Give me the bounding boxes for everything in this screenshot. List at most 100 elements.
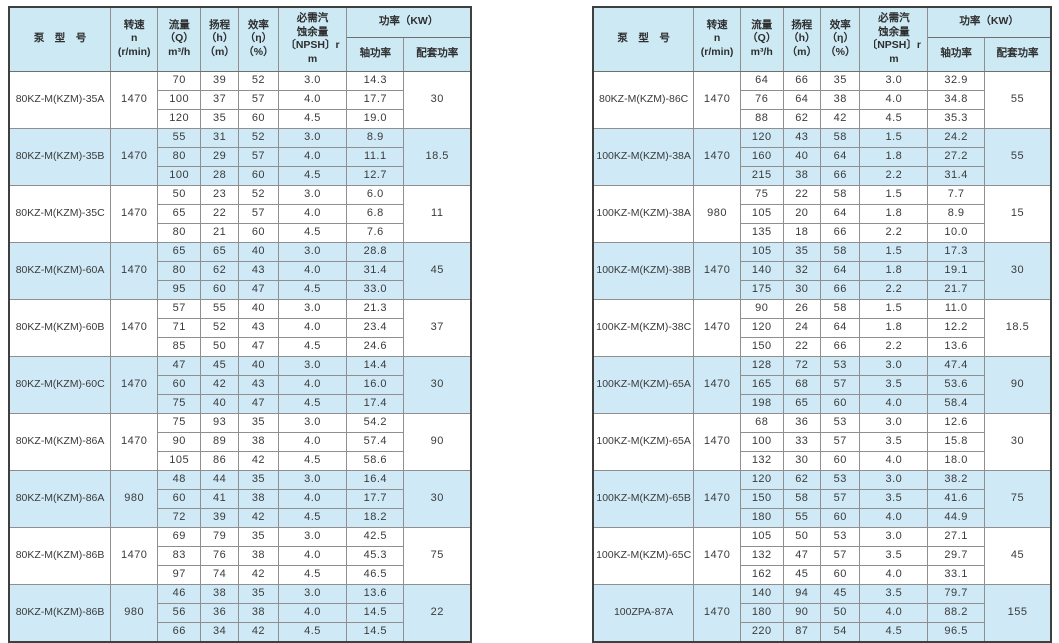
efficiency-cell: 57 — [238, 203, 279, 224]
shaft-power-cell: 8.9 — [346, 127, 405, 148]
model-cell: 80KZ-M(KZM)-60C — [8, 355, 112, 414]
efficiency-cell: 47 — [238, 393, 279, 414]
head-cell: 89 — [200, 431, 240, 452]
efficiency-cell: 52 — [238, 184, 279, 205]
header-cell-matched-power: 配套功率 — [403, 36, 472, 72]
shaft-power-cell: 54.2 — [346, 412, 405, 433]
shaft-power-cell: 31.4 — [346, 260, 405, 281]
shaft-power-cell: 32.9 — [927, 70, 986, 91]
head-cell: 31 — [200, 127, 240, 148]
npsh-cell: 4.0 — [859, 89, 929, 110]
matched-power-cell: 90 — [403, 412, 472, 471]
head-cell: 40 — [782, 146, 822, 167]
header-row-sub: 轴功率 配套功率 — [593, 36, 1052, 72]
head-cell: 62 — [782, 469, 822, 490]
speed-cell: 1470 — [110, 70, 159, 129]
table-row: 76 64 38 4.0 34.8 — [593, 89, 1051, 110]
model-cell: 100KZ-M(KZM)-38B — [592, 241, 695, 300]
speed-cell: 1470 — [693, 355, 741, 414]
model-cell: 80KZ-M(KZM)-86A — [8, 469, 112, 528]
table-row: 80KZ-M(KZM)-86A 980 48 44 35 3.0 16.4 30 — [8, 469, 472, 528]
head-cell: 34 — [200, 621, 240, 642]
efficiency-cell: 66 — [820, 279, 861, 300]
npsh-cell: 3.0 — [859, 526, 929, 547]
npsh-cell: 1.8 — [859, 146, 929, 167]
table-row: 175 30 66 2.2 21.7 — [593, 279, 1051, 300]
model-cell: 100KZ-M(KZM)-38C — [592, 298, 695, 357]
efficiency-cell: 40 — [238, 241, 279, 262]
head-cell: 36 — [782, 412, 822, 433]
matched-power-cell: 55 — [984, 70, 1052, 129]
npsh-cell: 4.0 — [277, 431, 348, 452]
efficiency-cell: 35 — [238, 469, 279, 490]
npsh-cell: 4.0 — [859, 564, 929, 585]
flow-cell: 105 — [739, 526, 784, 547]
shaft-power-cell: 21.3 — [346, 298, 405, 319]
head-cell: 62 — [782, 108, 822, 129]
head-cell: 36 — [200, 602, 240, 623]
table-row: 160 40 64 1.8 27.2 — [593, 146, 1051, 167]
npsh-cell: 3.0 — [277, 184, 348, 205]
flow-cell: 100 — [157, 89, 202, 110]
shaft-power-cell: 44.9 — [927, 507, 986, 528]
npsh-cell: 4.0 — [859, 602, 929, 623]
matched-power-cell: 30 — [984, 412, 1052, 471]
table-row: 80KZ-M(KZM)-86B 980 46 38 35 3.0 13.6 22 — [8, 583, 472, 642]
npsh-cell: 1.8 — [859, 317, 929, 338]
efficiency-cell: 52 — [238, 127, 279, 148]
shaft-power-cell: 16.4 — [346, 469, 405, 490]
flow-cell: 80 — [157, 146, 202, 167]
efficiency-cell: 38 — [238, 545, 279, 566]
speed-cell: 1470 — [693, 412, 741, 471]
npsh-cell: 2.2 — [859, 279, 929, 300]
head-cell: 50 — [782, 526, 822, 547]
efficiency-cell: 40 — [238, 298, 279, 319]
speed-cell: 980 — [110, 583, 159, 642]
flow-cell: 56 — [157, 602, 202, 623]
head-cell: 90 — [782, 602, 822, 623]
speed-cell: 1470 — [693, 298, 741, 357]
head-cell: 65 — [782, 393, 822, 414]
model-cell: 100KZ-M(KZM)-38A — [592, 184, 695, 243]
shaft-power-cell: 8.9 — [927, 203, 986, 224]
matched-power-cell: 37 — [403, 298, 472, 357]
shaft-power-cell: 35.3 — [927, 108, 986, 129]
npsh-cell: 3.5 — [859, 583, 929, 604]
table-row: 80KZ-M(KZM)-60A 1470 65 65 40 3.0 28.8 45 — [8, 241, 472, 300]
header-cell-flow: 流量 （Q） m³/h — [739, 6, 784, 72]
efficiency-cell: 50 — [820, 602, 861, 623]
shaft-power-cell: 28.8 — [346, 241, 405, 262]
npsh-cell: 2.2 — [859, 336, 929, 357]
efficiency-cell: 57 — [820, 374, 861, 395]
flow-cell: 97 — [157, 564, 202, 585]
flow-cell: 50 — [157, 184, 202, 205]
matched-power-cell: 75 — [403, 526, 472, 585]
shaft-power-cell: 46.5 — [346, 564, 405, 585]
table-header: 泵 型 号转速 n (r/min) 流量 （Q） m³/h 扬程 （h） （m） 效率… — [592, 6, 1052, 72]
table-row: 100KZ-M(KZM)-38B 1470 105 35 58 1.5 17.3 30 — [592, 241, 1052, 300]
shaft-power-cell: 11.0 — [927, 298, 986, 319]
npsh-cell: 1.8 — [859, 203, 929, 224]
flow-cell: 215 — [739, 165, 784, 186]
npsh-cell: 4.5 — [277, 165, 348, 186]
npsh-cell: 4.0 — [859, 507, 929, 528]
shaft-power-cell: 7.7 — [927, 184, 986, 205]
npsh-cell: 4.5 — [277, 336, 348, 357]
table-row: 180 90 50 4.0 88.2 — [593, 602, 1051, 623]
efficiency-cell: 40 — [238, 355, 279, 376]
flow-cell: 162 — [739, 564, 784, 585]
table-body: 80KZ-M(KZM)-35A 1470 70 39 52 3.0 14.3 30 100 37 5… — [8, 70, 472, 642]
shaft-power-cell: 6.0 — [346, 184, 405, 205]
efficiency-cell: 57 — [238, 146, 279, 167]
speed-cell: 1470 — [110, 184, 159, 243]
model-cell: 80KZ-M(KZM)-86A — [8, 412, 112, 471]
flow-cell: 66 — [157, 621, 202, 642]
table-row: 165 68 57 3.5 53.6 — [593, 374, 1051, 395]
npsh-cell: 4.0 — [277, 260, 348, 281]
npsh-cell: 4.0 — [859, 393, 929, 414]
npsh-cell: 1.5 — [859, 127, 929, 148]
head-cell: 42 — [200, 374, 240, 395]
matched-power-cell: 45 — [403, 241, 472, 300]
table-row: 80 62 43 4.0 31.4 — [9, 260, 471, 281]
flow-cell: 75 — [157, 412, 202, 433]
